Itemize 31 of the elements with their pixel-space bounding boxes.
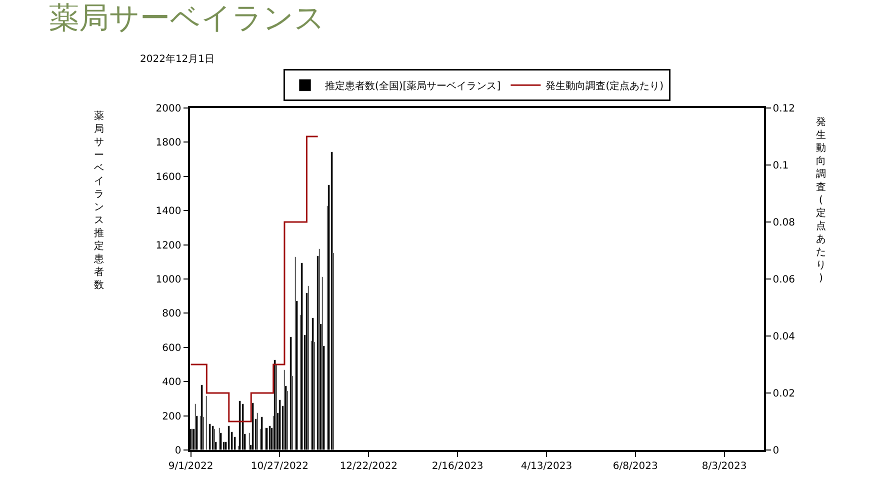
y2-tick-label: 0.04 bbox=[772, 332, 796, 342]
y2-tick-label: 0.12 bbox=[772, 104, 796, 114]
x-tick-label: 8/3/2023 bbox=[702, 460, 747, 472]
y2-tick-label: 0.06 bbox=[772, 274, 796, 286]
y2-tick-label: 0.08 bbox=[772, 218, 796, 228]
y-tick-label: 600 bbox=[162, 342, 182, 354]
y2-tick-label: 0.02 bbox=[772, 388, 796, 400]
x-tick-label: 6/8/2023 bbox=[612, 460, 658, 472]
y2-tick-label: 0.1 bbox=[772, 160, 789, 172]
x-tick-label: 2/16/2023 bbox=[432, 460, 484, 472]
text: 発生動向調査(定点あたり) bbox=[816, 117, 826, 284]
x-tick-label: 10/27/2022 bbox=[250, 460, 309, 472]
y-tick-label: 400 bbox=[162, 377, 182, 388]
chart-subtitle: 2022年12月1日 bbox=[140, 53, 215, 65]
y-tick-label: 0 bbox=[174, 446, 182, 456]
y2-tick-label: 0 bbox=[772, 446, 780, 456]
x-tick-label: 9/1/2022 bbox=[168, 460, 214, 472]
y-tick-label: 1400 bbox=[156, 206, 182, 218]
x-tick-label: 4/13/2023 bbox=[520, 460, 572, 472]
legend-label: 推定患者数(全国)[薬局サーベイランス] bbox=[325, 80, 501, 92]
legend-label: 発生動向調査(定点あたり) bbox=[546, 80, 664, 92]
y-tick-label: 1000 bbox=[156, 274, 182, 286]
x-tick-label: 12/22/2022 bbox=[340, 460, 398, 472]
y-tick-label: 1600 bbox=[156, 172, 182, 183]
y-tick-label: 1800 bbox=[156, 138, 182, 149]
y-tick-label: 1200 bbox=[156, 240, 182, 252]
y-tick-label: 2000 bbox=[156, 104, 182, 114]
y-tick-label: 200 bbox=[162, 411, 182, 422]
y-tick-label: 800 bbox=[162, 308, 182, 320]
text: 薬局サーベイランス推定患者数 bbox=[94, 111, 104, 291]
chart-title: 薬局サーベイランス bbox=[49, 1, 325, 36]
